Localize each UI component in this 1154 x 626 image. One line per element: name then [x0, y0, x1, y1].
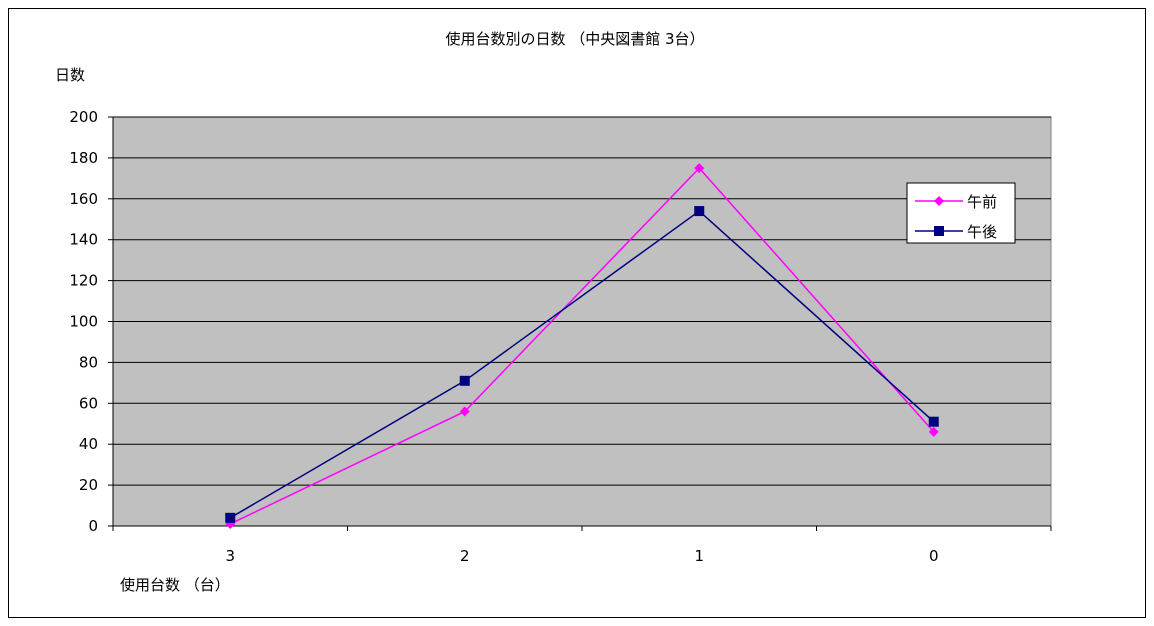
y-tick-label: 200 [69, 108, 98, 126]
data-point-series-2 [459, 375, 470, 386]
grid-lines [113, 116, 1051, 486]
data-point-series-1 [459, 406, 470, 417]
y-tick-labels: 0 20 40 60 80 100 120 140 160 180 200 [69, 108, 98, 535]
x-tick-label: 3 [225, 547, 235, 565]
x-tick-label: 1 [694, 547, 704, 565]
series-line-2 [229, 210, 935, 519]
y-tick-label: 120 [69, 272, 98, 290]
x-tick-labels: 3 2 1 0 [225, 547, 938, 565]
legend-marker [934, 226, 944, 236]
x-tick-label: 0 [929, 547, 939, 565]
y-tick-label: 60 [79, 394, 98, 412]
data-point-series-2 [928, 416, 939, 427]
chart-title: 使用台数別の日数 （中央図書館 3台） [445, 30, 704, 48]
legend-marker [934, 196, 944, 206]
data-point-series-1 [694, 163, 705, 174]
legend-box [906, 182, 1016, 244]
legend-label: 午前 [967, 193, 997, 211]
series-line-1 [229, 167, 935, 525]
y-tick-label: 80 [79, 353, 98, 371]
axes [108, 116, 1052, 531]
x-axis-title: 使用台数 （台） [120, 576, 230, 594]
x-tick-label: 2 [460, 547, 470, 565]
y-tick-label: 40 [79, 435, 98, 453]
data-point-series-2 [694, 206, 705, 217]
data-point-series-1 [928, 426, 939, 437]
legend-label: 午後 [967, 223, 997, 241]
y-tick-label: 100 [69, 313, 98, 331]
y-tick-label: 160 [69, 190, 98, 208]
series-layer [225, 163, 939, 529]
y-tick-label: 180 [69, 149, 98, 167]
y-tick-label: 0 [88, 517, 98, 535]
y-tick-label: 20 [79, 476, 98, 494]
y-axis-title: 日数 [55, 66, 85, 84]
data-point-series-2 [225, 512, 236, 523]
y-tick-label: 140 [69, 231, 98, 249]
